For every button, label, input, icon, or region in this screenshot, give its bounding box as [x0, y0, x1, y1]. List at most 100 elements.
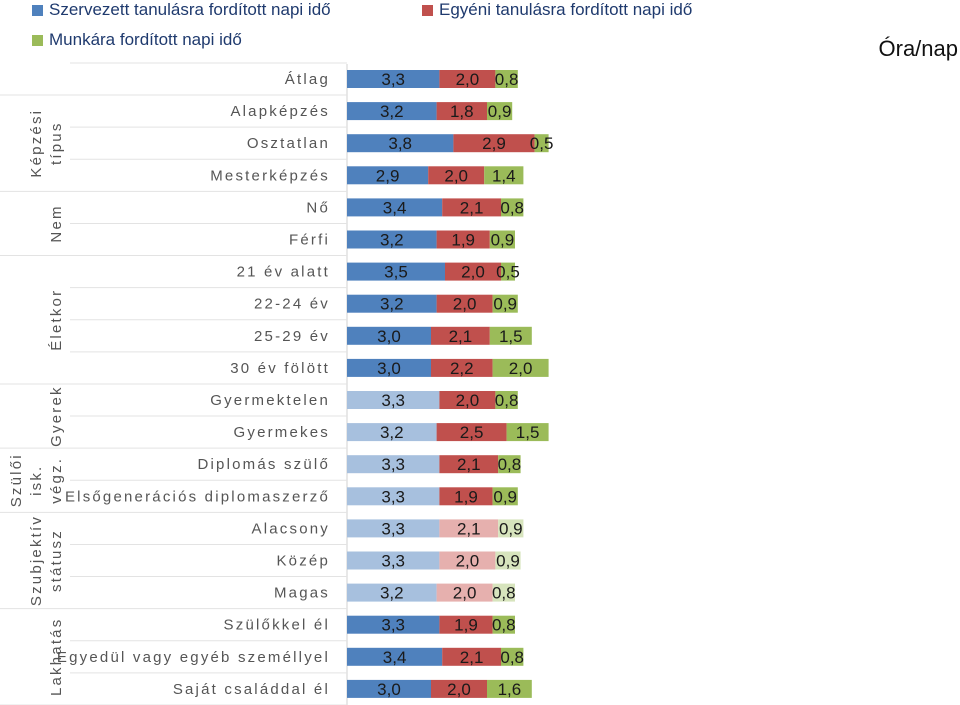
group-label: Gyerek — [48, 385, 65, 447]
data-label: 3,3 — [381, 552, 405, 571]
bar-segment — [347, 551, 440, 570]
bar-segment — [506, 423, 549, 442]
bar-segment — [492, 615, 515, 634]
data-label: 1,9 — [454, 616, 478, 635]
data-label: 3,4 — [383, 198, 407, 217]
group-label: típus — [48, 121, 65, 165]
bar-segment — [436, 230, 490, 249]
data-label: 0,9 — [493, 487, 517, 506]
data-label: 2,1 — [449, 327, 473, 346]
category-label: Közép — [276, 553, 330, 570]
data-label: 2,9 — [376, 166, 400, 185]
data-label: 2,0 — [509, 359, 533, 378]
bar-segment — [492, 487, 518, 506]
bar-segment — [347, 455, 440, 474]
category-label: Diplomás szülő — [197, 456, 330, 473]
data-label: 3,2 — [380, 423, 404, 442]
data-label: 3,0 — [377, 327, 401, 346]
legend-item-work: Munkára fordított napi idő — [32, 30, 242, 50]
data-label: 1,8 — [450, 102, 474, 121]
data-label: 2,0 — [453, 584, 477, 603]
data-label: 3,0 — [377, 359, 401, 378]
data-label: 0,5 — [496, 263, 520, 282]
data-label: 0,8 — [498, 455, 522, 474]
data-label: 0,9 — [499, 519, 523, 538]
bar-segment — [498, 519, 524, 538]
legend-swatch-work — [32, 34, 43, 46]
data-label: 1,4 — [492, 166, 516, 185]
data-label: 3,3 — [381, 519, 405, 538]
data-label: 2,1 — [460, 648, 484, 667]
bar-segment — [428, 166, 485, 185]
category-label: Saját családdal él — [173, 681, 330, 698]
category-label: Gyermekes — [234, 424, 331, 441]
bar-segment — [347, 615, 440, 634]
bar-segment — [347, 294, 437, 313]
category-label: 30 év fölött — [230, 360, 330, 377]
category-label: Alapképzés — [230, 103, 330, 120]
group-label: Nem — [48, 204, 65, 242]
bar-segment — [347, 262, 445, 281]
data-label: 0,9 — [488, 102, 512, 121]
data-label: 0,9 — [496, 552, 520, 571]
bar-segment — [347, 166, 429, 185]
data-label: 3,8 — [388, 134, 412, 153]
category-label: 22-24 év — [254, 296, 330, 313]
bar-segment — [495, 391, 518, 409]
data-label: 2,5 — [460, 423, 484, 442]
bar-segment — [431, 679, 487, 698]
bar-segment — [492, 358, 549, 377]
data-label: 2,0 — [456, 552, 480, 571]
group-label: Életkor — [48, 289, 65, 351]
data-label: 0,8 — [492, 616, 516, 635]
bar-segment — [347, 358, 431, 377]
group-label: Lakhatás — [48, 618, 65, 696]
data-label: 2,0 — [456, 70, 480, 89]
data-label: 2,1 — [457, 455, 481, 474]
bar-segment — [436, 423, 507, 442]
bar-segment — [436, 102, 487, 121]
data-label: 3,3 — [381, 616, 405, 635]
data-label: 2,0 — [444, 166, 468, 185]
data-label: 0,8 — [500, 198, 524, 217]
bar-segment — [347, 487, 440, 506]
bar-segment — [442, 198, 501, 217]
bar-segment — [347, 679, 431, 698]
category-label: 25-29 év — [254, 328, 330, 345]
group-label: státusz — [48, 529, 65, 592]
bar-segment — [347, 134, 454, 153]
bar-segment — [487, 102, 513, 121]
data-label: 0,8 — [500, 648, 524, 667]
data-label: 1,9 — [454, 487, 478, 506]
data-label: 0,5 — [530, 134, 554, 153]
data-label: 2,9 — [482, 134, 506, 153]
data-label: 3,2 — [380, 295, 404, 314]
bar-segment — [347, 70, 440, 88]
bar-segment — [501, 262, 515, 281]
bar-segment — [495, 551, 521, 570]
category-label: Elsőgenerációs diplomaszerző — [65, 488, 330, 505]
bar-segment — [439, 70, 496, 88]
bar-segment — [498, 455, 521, 474]
category-label: Egyedül vagy egyéb személlyel — [57, 649, 330, 666]
data-label: 3,3 — [381, 487, 405, 506]
bar-segment — [347, 423, 437, 442]
data-label: 2,0 — [456, 391, 480, 410]
bar-segment — [347, 391, 440, 409]
data-label: 3,0 — [377, 680, 401, 699]
bar-segment — [439, 487, 493, 506]
group-label: Szülői — [8, 453, 25, 507]
bar-segment — [487, 679, 532, 698]
data-label: 1,5 — [499, 327, 523, 346]
bar-segment — [484, 166, 524, 185]
group-label: Képzési — [28, 109, 45, 178]
data-label: 2,1 — [460, 198, 484, 217]
bar-segment — [489, 326, 532, 345]
group-label: Szubjektív — [28, 515, 45, 606]
data-label: 3,2 — [380, 231, 404, 250]
data-label: 3,3 — [381, 391, 405, 410]
category-label: Gyermektelen — [210, 392, 330, 409]
bar-segment — [347, 583, 437, 602]
bar-segment — [436, 583, 493, 602]
data-label: 2,2 — [450, 359, 474, 378]
